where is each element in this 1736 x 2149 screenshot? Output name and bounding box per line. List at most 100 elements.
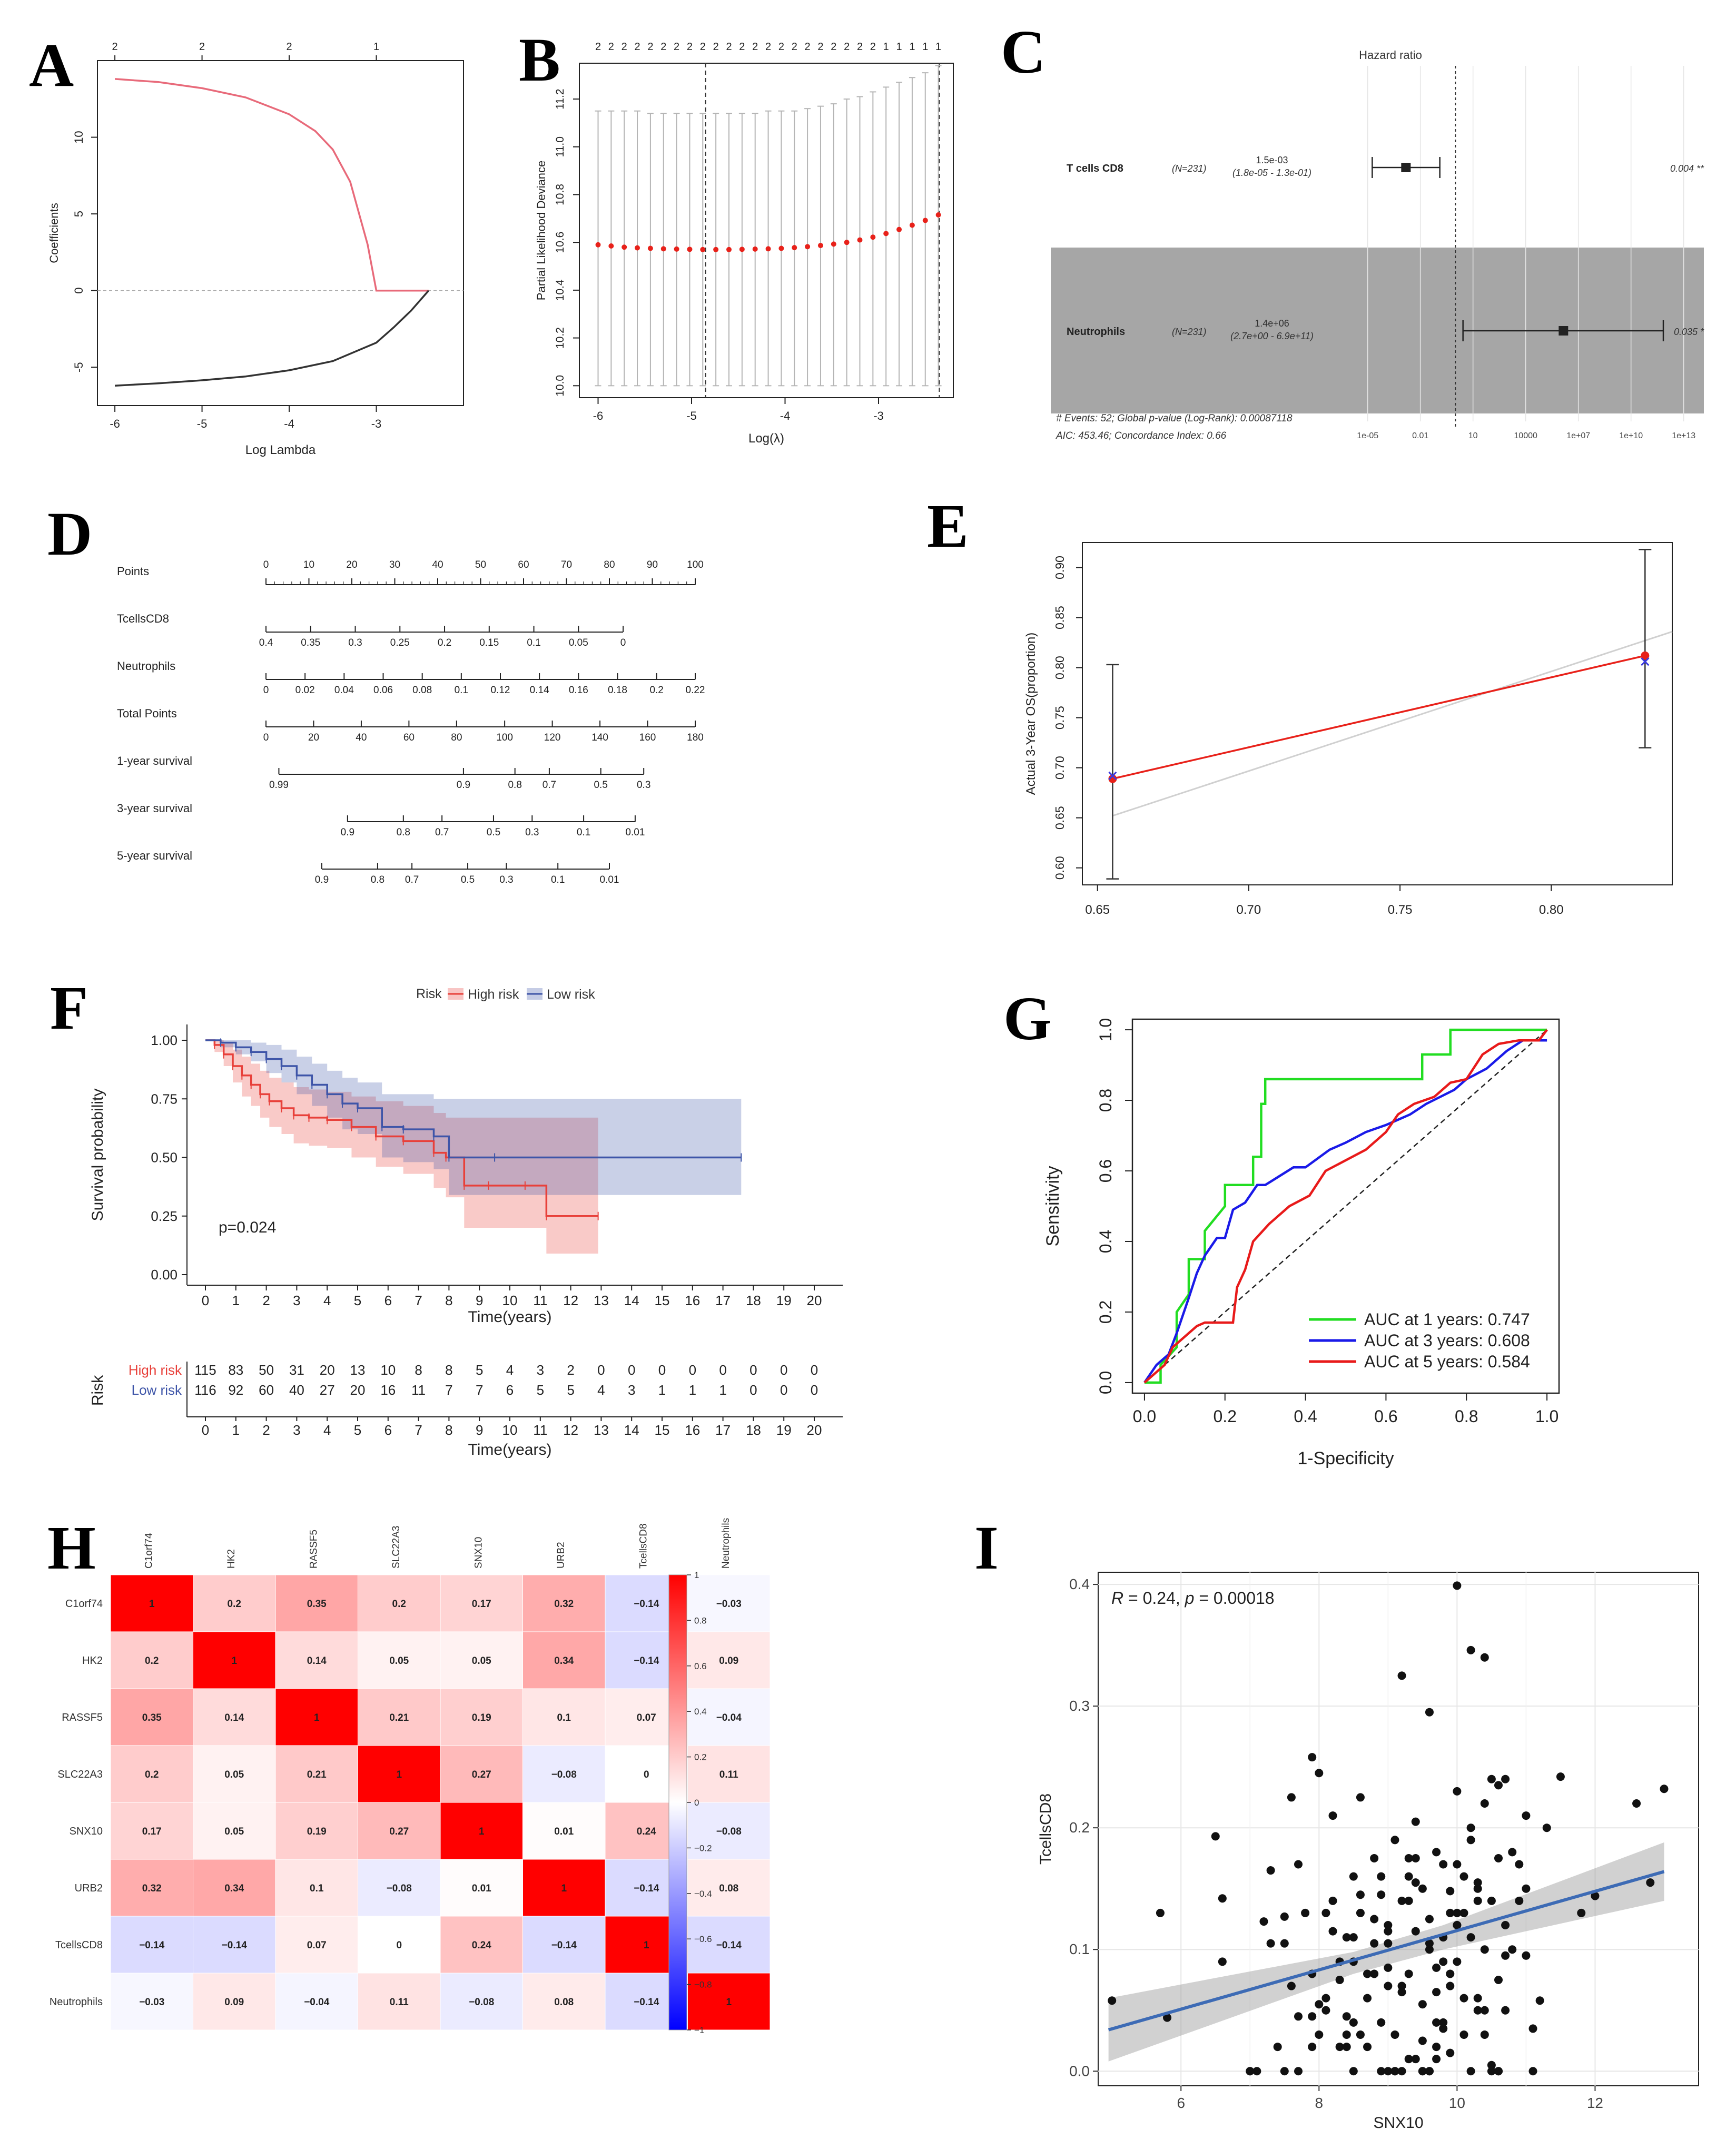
scatter-point — [1287, 1793, 1296, 1802]
nomogram-tick-label: 30 — [389, 559, 400, 570]
scatter-point — [1377, 1872, 1386, 1881]
y-axis-label: Coefficients — [47, 203, 61, 263]
coefficient-path-2 — [115, 290, 430, 387]
heatmap-cell-label: 0.07 — [307, 1940, 327, 1951]
x-tick-label: 1e+10 — [1619, 431, 1643, 440]
risk-count: 5 — [476, 1362, 483, 1378]
heatmap-cell-label: 0.2 — [392, 1599, 406, 1610]
scatter-point — [1384, 1921, 1393, 1930]
nomogram-tick-label: 0 — [620, 637, 626, 648]
column-label: SLC22A3 — [391, 1526, 402, 1569]
scatter-point — [1487, 2067, 1496, 2076]
heatmap-cell — [440, 1802, 523, 1860]
scatter-point — [1425, 2067, 1434, 2076]
scatter-point — [1577, 1908, 1586, 1917]
scatter-point — [1397, 1988, 1406, 1997]
scatter-point — [1273, 2043, 1282, 2052]
heatmap-cell-label: −0.14 — [634, 1599, 659, 1610]
nomogram-tick-label: 70 — [561, 559, 572, 570]
top-tick-label: 1 — [896, 41, 902, 53]
nomogram-tick-label: 0.16 — [569, 685, 588, 696]
heatmap-cell-label: 1 — [396, 1769, 402, 1780]
scatter-point — [1473, 1884, 1482, 1893]
annotation-text: = 0.00018 — [1194, 1589, 1274, 1608]
scatter-point — [1384, 1963, 1393, 1972]
risk-count: 7 — [476, 1382, 483, 1398]
row-label: RASSF5 — [62, 1712, 103, 1723]
y-axis-label: Survival probability — [89, 1089, 106, 1221]
heatmap-cell — [687, 1688, 771, 1746]
scatter-point — [1487, 1896, 1496, 1905]
scatter-point — [1459, 1872, 1468, 1881]
nomogram-tick-label: 100 — [496, 732, 513, 743]
scatter-point — [1660, 1785, 1669, 1793]
x-tick-label: 11 — [533, 1293, 547, 1308]
heatmap-cell-label: 0.27 — [389, 1826, 409, 1837]
deviance-point — [909, 222, 915, 228]
x-tick-label: -3 — [371, 417, 382, 430]
scatter-point — [1480, 2030, 1489, 2039]
nomogram-tick-label: 100 — [687, 559, 704, 570]
panel-i-chart: 6 8 10 12 0.0 0.1 0.2 0.3 0.4 R = 0.24, p = 0.000… — [1037, 1572, 1699, 2132]
x-tick-label: -6 — [110, 417, 120, 430]
colorbar-tick-label: 0.6 — [694, 1661, 707, 1671]
scatter-point — [1411, 1927, 1420, 1936]
scatter-point — [1453, 1787, 1462, 1796]
x-tick-label: 1 — [232, 1293, 240, 1308]
scatter-point — [1466, 1645, 1475, 1654]
nomogram-row-label: Neutrophils — [117, 659, 175, 673]
scatter-point — [1321, 1994, 1330, 2003]
scatter-point — [1308, 1753, 1317, 1762]
scatter-point — [1439, 2018, 1448, 2027]
heatmap-cell-label: −0.14 — [222, 1940, 248, 1951]
y-axis-label: Partial Likelihood Deviance — [535, 161, 548, 300]
deviance-point — [647, 245, 653, 251]
y-axis-label: Sensitivity — [1043, 1166, 1063, 1246]
scatter-point — [1363, 2043, 1372, 2052]
scatter-point — [1453, 1581, 1462, 1590]
scatter-point — [1508, 1848, 1517, 1857]
nomogram-tick-label: 50 — [475, 559, 486, 570]
scatter-point — [1390, 2067, 1399, 2076]
heatmap-cell-label: 1 — [561, 1883, 567, 1894]
nomogram-tick-label: 0.18 — [608, 685, 627, 696]
panel-h-chart: 1 0.2 0.35 0.2 0.17 0.32 −0.14 −0.030.2 1 0.14 0.0… — [50, 1518, 771, 2035]
chance-diagonal — [1144, 1029, 1547, 1383]
deviance-point — [739, 247, 745, 252]
heatmap-cell — [358, 1574, 441, 1632]
x-tick-label: 18 — [746, 1293, 761, 1308]
risk-count: 0 — [811, 1362, 818, 1378]
scatter-point — [1508, 1945, 1517, 1954]
heatmap-cell — [687, 1631, 771, 1689]
heatmap-cell — [193, 1916, 276, 1974]
scatter-point — [1349, 2067, 1358, 2076]
deviance-point — [595, 242, 601, 248]
x-tick-label: 10 — [502, 1293, 518, 1308]
nomogram-tick-label: 0.1 — [527, 637, 540, 648]
risk-count: 10 — [380, 1362, 396, 1378]
annotation-p: p — [1185, 1589, 1195, 1608]
deviance-point — [660, 246, 666, 252]
heatmap-cell-label: 0.21 — [307, 1769, 327, 1780]
x-tick-label: 0.6 — [1374, 1407, 1397, 1426]
deviance-point — [896, 226, 902, 232]
nomogram-tick-label: 0.05 — [569, 637, 588, 648]
nomogram-row-label: TcellsCD8 — [117, 612, 169, 625]
bootstrap-point — [1641, 657, 1650, 666]
scatter-point — [1363, 1994, 1372, 2003]
top-tick-label: 2 — [831, 41, 836, 53]
scatter-point — [1108, 1996, 1117, 2005]
heatmap-cell — [110, 1574, 193, 1632]
colorbar-tick-label: −0.2 — [694, 1843, 712, 1853]
heatmap-cell-label: 0.27 — [472, 1769, 491, 1780]
nomogram-tick-label: 160 — [639, 732, 656, 743]
y-tick-label: 11.2 — [554, 88, 566, 109]
heatmap-cell-label: −0.08 — [469, 1997, 494, 2008]
risk-row-label: Low risk — [132, 1382, 182, 1398]
heatmap-cell — [275, 1802, 358, 1860]
x-tick-label: 0.70 — [1237, 903, 1261, 917]
top-tick-label: 2 — [805, 41, 811, 53]
scatter-point — [1466, 2067, 1475, 2076]
risk-table-xlabel: Time(years) — [468, 1441, 552, 1458]
scatter-point — [1308, 2043, 1317, 2052]
